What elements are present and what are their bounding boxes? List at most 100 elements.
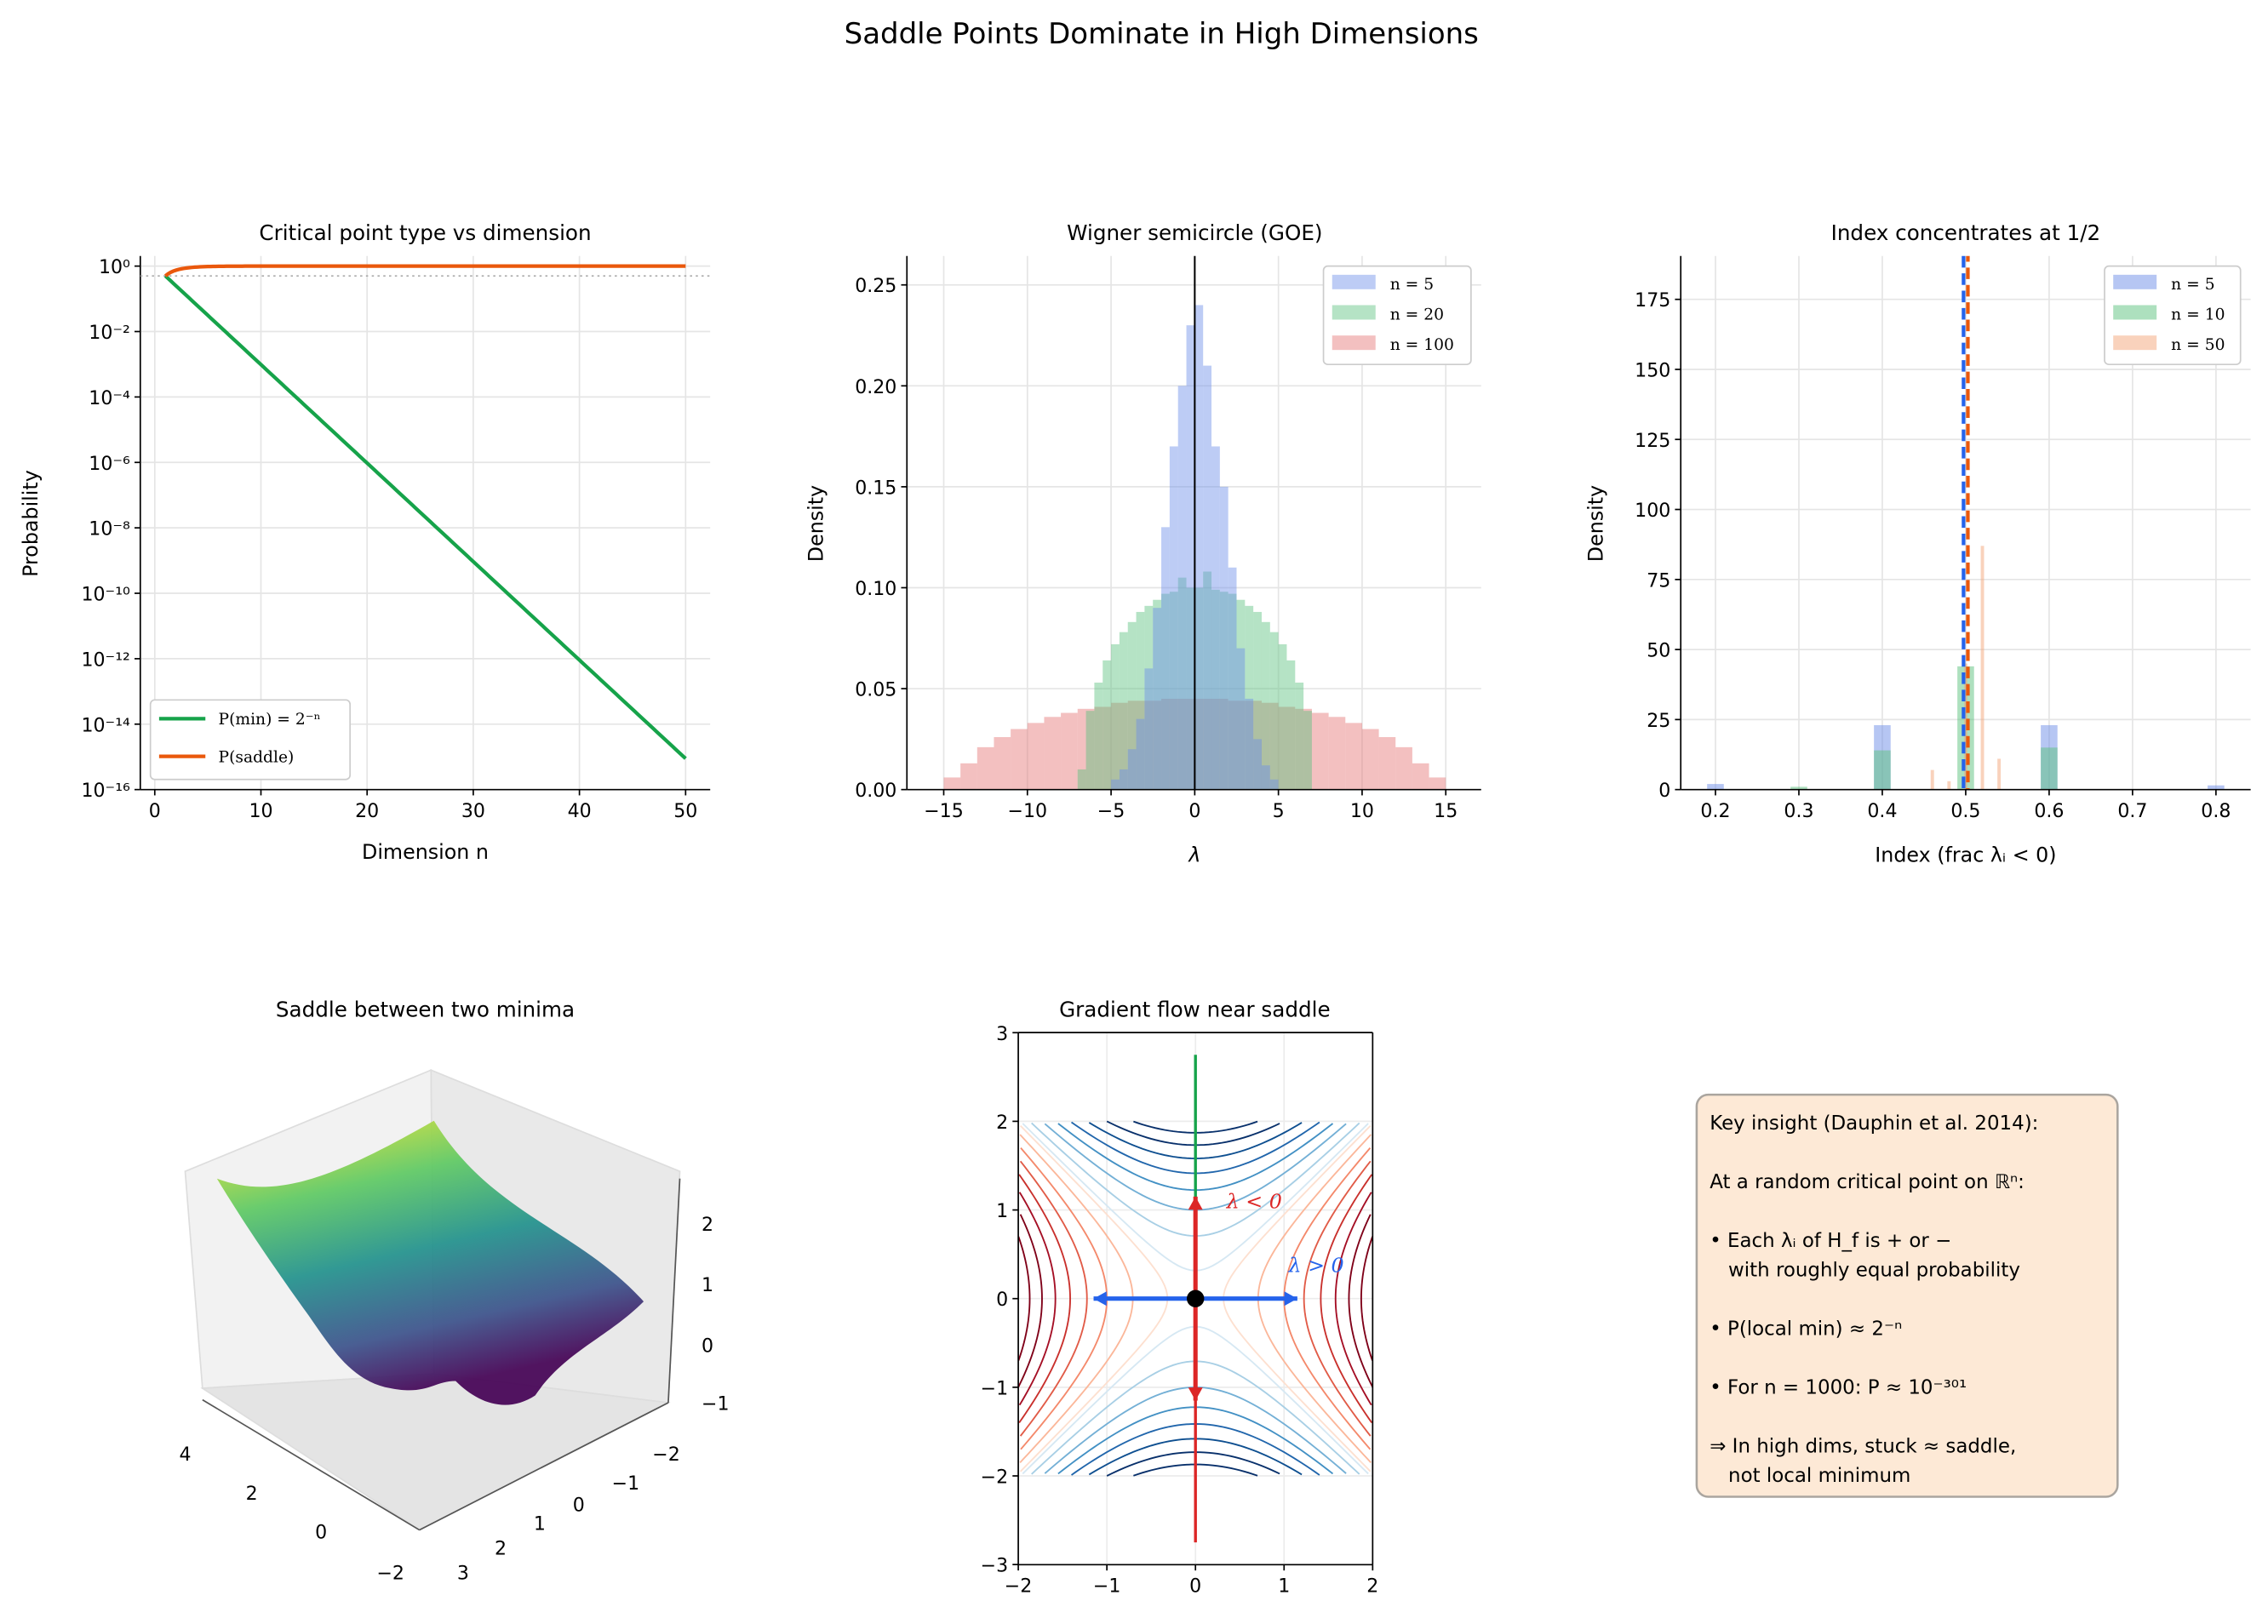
histogram-bar [1169, 446, 1178, 790]
histogram-bar [1930, 769, 1934, 790]
y-tick-label: −3 [981, 1556, 1009, 1577]
contour-line [1348, 1214, 1374, 1388]
histogram-bar [1127, 700, 1145, 790]
histogram-bar [1094, 682, 1103, 790]
legend-label: n = 50 [2171, 336, 2225, 354]
y-tick-label: 10⁻⁸ [89, 519, 130, 540]
y-tick-label: 0.10 [855, 579, 896, 600]
x-tick-label: 0 [1188, 801, 1200, 822]
panel-title: Gradient flow near saddle [1059, 997, 1331, 1021]
histogram-bar [994, 736, 1011, 790]
y-axis-label: Density [1584, 485, 1607, 562]
histogram-bar [976, 746, 994, 790]
legend-label-min: P(min) = 2⁻ⁿ [219, 711, 321, 729]
histogram-bar [1044, 717, 1062, 790]
histogram-bar [1119, 632, 1128, 790]
x-tick-label: −1 [612, 1473, 640, 1495]
x-tick-label: −1 [1093, 1576, 1121, 1598]
histogram-bar [1061, 712, 1078, 790]
contour-line [1106, 1120, 1280, 1147]
insight-line: Key insight (Dauphin et al. 2014): [1710, 1112, 2038, 1135]
histogram-bar [1169, 592, 1178, 790]
histogram-bar [1211, 698, 1228, 790]
legend-label: n = 5 [1390, 276, 1434, 294]
arrow-head [1188, 1387, 1203, 1401]
saddle-point-marker [1187, 1289, 1205, 1307]
histogram-bar [1111, 643, 1120, 790]
histogram-bar [1278, 706, 1296, 790]
y-tick-label: 10⁻⁴ [89, 388, 130, 409]
histogram-bar [1161, 698, 1178, 790]
histogram-bar [1186, 587, 1195, 790]
histogram-bar [1345, 723, 1362, 790]
x-tick-label: −10 [1007, 801, 1047, 822]
legend: n = 5 n = 10 n = 50 [2104, 265, 2242, 366]
histogram-bar [1127, 749, 1137, 790]
histogram-bar [1874, 750, 1891, 790]
y-axis-line [202, 1398, 421, 1531]
panel-wigner-semicircle: Wigner semicircle (GOE) λ Density −15 −10… [805, 220, 1481, 867]
x-axis-label: Index (frac λᵢ < 0) [1875, 843, 2056, 867]
legend-swatch [2113, 274, 2157, 289]
panel-title: Saddle between two minima [276, 997, 575, 1021]
y-tick-label: 2 [246, 1484, 258, 1505]
histogram-bar [1707, 784, 1724, 790]
x-tick-label: 10 [1350, 801, 1374, 822]
x-axis-label: Dimension n [362, 840, 489, 864]
z-tick-label: −1 [702, 1394, 730, 1415]
y-tick-label: 10⁻¹⁴ [81, 715, 130, 736]
histogram-bar [1997, 758, 2002, 790]
contour-line [1360, 1236, 1373, 1361]
x-tick-label: 0.6 [2034, 801, 2064, 822]
x-tick-label: 0.2 [1700, 801, 1730, 822]
insight-line: • Each λᵢ of H_f is + or − [1710, 1230, 1951, 1252]
x-tick-label: 0.5 [1950, 801, 1980, 822]
y-tick-label: 0.00 [855, 781, 896, 802]
legend-frame [1322, 265, 1472, 366]
contour-line [1106, 1451, 1280, 1477]
y-tick-label: 0 [315, 1523, 327, 1544]
x-tick-label: 0.8 [2201, 801, 2231, 822]
histogram-bar [1127, 621, 1137, 790]
histogram-bar [1947, 781, 1951, 790]
histogram-bar [1286, 660, 1296, 790]
histogram-bar [1186, 325, 1195, 790]
pane-floor [200, 1373, 671, 1531]
histogram-bar [2208, 785, 2225, 790]
histogram-bar [1136, 611, 1145, 790]
legend-swatch [1332, 305, 1376, 320]
legend-label: n = 100 [1390, 336, 1454, 354]
histogram-bar [1102, 660, 1112, 790]
contour-line [1018, 1192, 1057, 1406]
legend-swatch [2113, 305, 2157, 320]
y-axis-label: Density [805, 485, 828, 562]
panel-title: Index concentrates at 1/2 [1831, 220, 2101, 245]
histogram-bar [1136, 718, 1145, 790]
x-tick-label: 20 [355, 801, 379, 822]
histogram-bar [1245, 605, 1254, 790]
histogram-bar [1177, 577, 1187, 790]
histogram-bar [1194, 698, 1212, 790]
x-tick-label: 15 [1434, 801, 1458, 822]
legend-label: n = 20 [1390, 306, 1444, 323]
z-tick-label: 2 [702, 1215, 713, 1236]
legend: P(min) = 2⁻ⁿ P(saddle) [149, 699, 352, 781]
y-tick-label: 10⁻¹⁰ [81, 585, 130, 606]
y-tick-label: 150 [1635, 360, 1670, 381]
histogram-bar [1261, 702, 1279, 790]
legend-swatch [2113, 335, 2157, 351]
histogram-bar [1094, 706, 1112, 790]
histogram-bar [1253, 611, 1262, 790]
legend-label: n = 10 [2171, 306, 2225, 323]
histogram-bar [1303, 711, 1312, 790]
histogram-bar [1245, 700, 1262, 790]
x-tick-label: 40 [568, 801, 592, 822]
contour-line [1017, 1236, 1031, 1361]
histogram-bar [1219, 592, 1228, 790]
histogram-bar [1328, 717, 1346, 790]
histogram-bar [1963, 663, 1967, 790]
histogram-bar [1177, 386, 1187, 790]
histogram-bar [1269, 779, 1279, 790]
legend-swatch [1332, 335, 1376, 351]
